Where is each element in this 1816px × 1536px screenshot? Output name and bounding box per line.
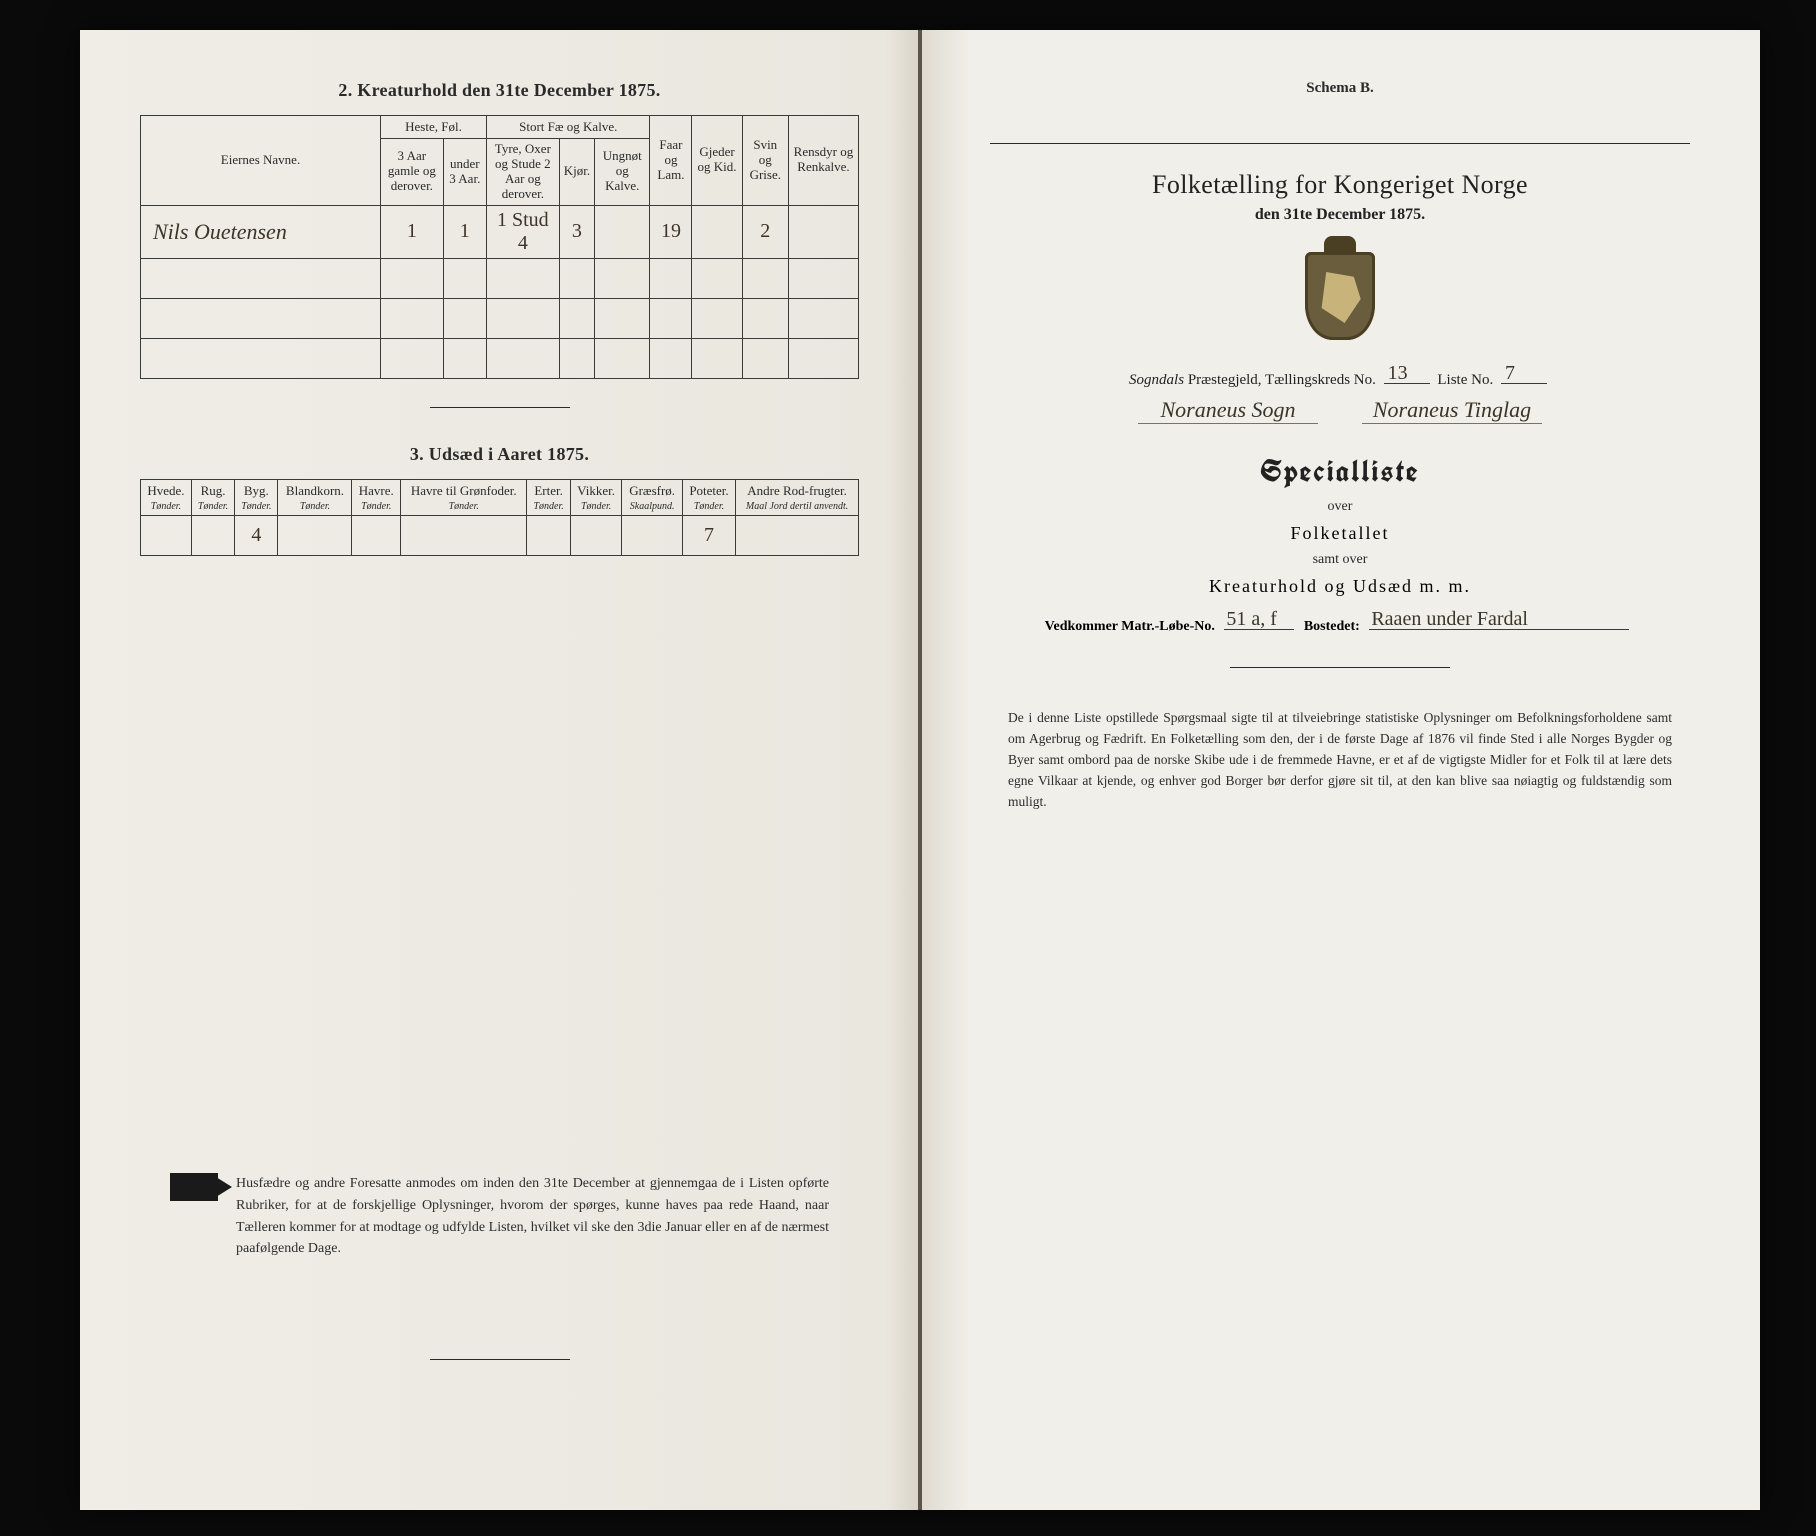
book-spread: 2. Kreaturhold den 31te December 1875. E… [80,30,1760,1510]
cell [352,515,401,555]
footer-note: Husfædre og andre Foresatte anmodes om i… [170,1173,829,1260]
th-owner: Eiernes Navne. [141,116,381,206]
cell-owner: Nils Ouetensen [141,205,381,258]
cell [191,515,234,555]
th-goats: Gjeder og Kid. [692,116,742,206]
th-pigs: Svin og Grise. [742,116,788,206]
table-udsaed: Hvede.Tønder. Rug.Tønder. Byg.Tønder. Bl… [140,479,859,556]
th-reindeer: Rensdyr og Renkalve. [788,116,858,206]
cell: 4 [235,515,278,555]
schema-label: Schema B. [990,80,1690,97]
parish-line: Sogndals Præstegjeld, Tællingskreds No. … [990,372,1690,389]
census-subtitle: den 31te December 1875. [990,206,1690,224]
cell-c1: 1 Stud 4 [486,205,559,258]
th-havre-gron: Havre til Grønfoder.Tønder. [400,479,527,515]
section3-heading: 3. Udsæd i Aaret 1875. [140,444,859,465]
rule [1230,667,1450,668]
table-row [141,338,859,378]
divider [430,407,570,408]
th-blandkorn: Blandkorn.Tønder. [278,479,352,515]
rule [990,143,1690,144]
cell-c2: 3 [559,205,594,258]
sogn-hand: Noraneus Sogn [1138,397,1318,424]
th-sheep: Faar og Lam. [650,116,692,206]
cell [527,515,570,555]
th-vikker: Vikker.Tønder. [570,479,622,515]
th-poteter: Poteter.Tønder. [682,479,735,515]
table-row [141,298,859,338]
over-label: over [990,499,1690,515]
book-spine [918,30,922,1510]
pointing-hand-icon [170,1173,218,1201]
kreatur-label: Kreaturhold og Udsæd m. m. [990,576,1690,597]
table-kreaturhold: Eiernes Navne. Heste, Føl. Stort Fæ og K… [140,115,859,379]
th-group-horses: Heste, Føl. [381,116,487,139]
th-havre: Havre.Tønder. [352,479,401,515]
th-c1: Tyre, Oxer og Stude 2 Aar og derover. [486,139,559,206]
matr-label: Vedkommer Matr.-Løbe-No. [1045,619,1215,634]
cell-sheep: 19 [650,205,692,258]
th-h2: under 3 Aar. [443,139,486,206]
th-byg: Byg.Tønder. [235,479,278,515]
census-title: Folketælling for Kongeriget Norge [990,170,1690,200]
matr-line: Vedkommer Matr.-Løbe-No. 51 a, f Bostede… [990,619,1690,635]
cell [141,515,192,555]
parish-prefix: Sogndals [1129,372,1184,388]
th-erter: Erter.Tønder. [527,479,570,515]
cell [278,515,352,555]
th-h1: 3 Aar gamle og derover. [381,139,444,206]
specialliste-title: Specialliste [990,452,1690,491]
th-group-cattle: Stort Fæ og Kalve. [486,116,650,139]
cell-h1: 1 [381,205,444,258]
cell-pigs: 2 [742,205,788,258]
handwritten-line: Noraneus Sogn Noraneus Tinglag [990,397,1690,424]
instruction-paragraph: De i denne Liste opstillede Spørgsmaal s… [1008,708,1672,813]
cell-reindeer [788,205,858,258]
th-graesfro: Græsfrø.Skaalpund. [622,479,682,515]
th-c2: Kjør. [559,139,594,206]
divider [430,1359,570,1360]
cell-goats [692,205,742,258]
folketallet-label: Folketallet [990,523,1690,544]
bosted-value: Raaen under Fardal [1371,608,1528,631]
matr-no: 51 a, f [1226,608,1277,631]
tinglag-hand: Noraneus Tinglag [1362,397,1542,424]
kreds-no: 13 [1388,362,1408,385]
cell [736,515,859,555]
bosted-label: Bostedet: [1304,619,1360,634]
cell [400,515,527,555]
table-row [141,258,859,298]
section2-heading: 2. Kreaturhold den 31te December 1875. [140,80,859,101]
cell-h2: 1 [443,205,486,258]
table-row: Nils Ouetensen 1 1 1 Stud 4 3 19 2 [141,205,859,258]
samt-label: samt over [990,552,1690,568]
liste-no: 7 [1505,362,1515,385]
left-page: 2. Kreaturhold den 31te December 1875. E… [80,30,920,1510]
cell [622,515,682,555]
th-hvede: Hvede.Tønder. [141,479,192,515]
th-rodfrugter: Andre Rod-frugter.Maal Jord dertil anven… [736,479,859,515]
coat-of-arms-icon [1305,252,1375,340]
th-c3: Ungnøt og Kalve. [595,139,650,206]
cell-c3 [595,205,650,258]
table-row: 4 7 [141,515,859,555]
label: Liste No. [1437,372,1493,388]
cell [570,515,622,555]
th-rug: Rug.Tønder. [191,479,234,515]
label: Præstegjeld, Tællingskreds No. [1188,372,1376,388]
note-text: Husfædre og andre Foresatte anmodes om i… [236,1173,829,1260]
cell: 7 [682,515,735,555]
right-page: Schema B. Folketælling for Kongeriget No… [920,30,1760,1510]
